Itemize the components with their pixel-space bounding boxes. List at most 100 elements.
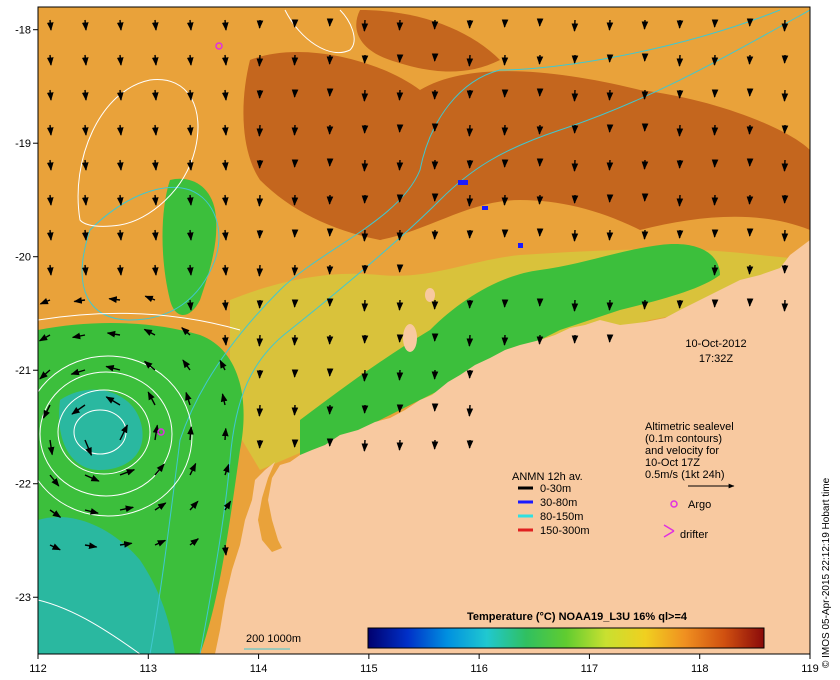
axes: 112 113 114 115 116 117 118 119 -18 -19 -20 -21 -22 -… bbox=[15, 25, 819, 675]
velocity-arrow bbox=[466, 334, 474, 347]
mooring-marker bbox=[458, 180, 468, 185]
sst-hot-region-north bbox=[356, 10, 500, 72]
drifter-legend-marker bbox=[663, 524, 675, 538]
velocity-arrow bbox=[151, 54, 159, 66]
velocity-arrow bbox=[536, 194, 544, 205]
velocity-arrow bbox=[746, 54, 754, 65]
altimetry-line: and velocity for bbox=[645, 445, 719, 457]
velocity-arrow bbox=[466, 194, 474, 207]
velocity-arrow bbox=[221, 544, 229, 556]
legend-label: 150-300m bbox=[540, 525, 590, 537]
credit-text: © IMOS 05-Apr-2015 22:12:19 Hobart time bbox=[821, 477, 832, 668]
velocity-arrow bbox=[71, 332, 86, 340]
velocity-arrow bbox=[641, 229, 649, 240]
velocity-arrow bbox=[84, 508, 99, 515]
sealevel-contours bbox=[38, 9, 355, 654]
velocity-arrow bbox=[291, 124, 299, 136]
velocity-arrow bbox=[676, 194, 684, 207]
velocity-arrow bbox=[84, 542, 98, 550]
velocity-arrow bbox=[189, 538, 199, 546]
velocity-arrow bbox=[676, 54, 684, 67]
velocity-arrow bbox=[746, 124, 754, 135]
drifter-legend-label: drifter bbox=[680, 529, 708, 541]
sealevel-contour bbox=[38, 312, 241, 331]
colorbar-tick-label: 21 bbox=[396, 659, 408, 671]
velocity-arrow bbox=[466, 54, 474, 67]
velocity-arrow bbox=[396, 299, 404, 311]
velocity-arrow bbox=[396, 439, 404, 451]
velocity-arrow bbox=[185, 391, 192, 406]
velocity-arrow bbox=[571, 299, 579, 312]
legend-title: ANMN 12h av. bbox=[512, 471, 583, 483]
velocity-arrow bbox=[536, 124, 544, 135]
colorbar-tick-label: 25 bbox=[626, 659, 638, 671]
velocity-arrow bbox=[221, 124, 229, 136]
legend-label: 30-80m bbox=[540, 497, 577, 509]
time-label: 17:32Z bbox=[699, 353, 734, 365]
velocity-arrow bbox=[119, 505, 135, 513]
velocity-arrow bbox=[152, 424, 160, 441]
velocity-arrow bbox=[116, 159, 124, 171]
velocity-arrow bbox=[151, 19, 159, 31]
velocity-arrow bbox=[571, 89, 579, 102]
velocity-arrow bbox=[641, 19, 649, 30]
velocity-arrow bbox=[154, 463, 165, 476]
argo-float-marker bbox=[157, 428, 165, 436]
velocity-arrow bbox=[119, 541, 133, 548]
sealevel-contour bbox=[57, 389, 151, 475]
velocity-arrow bbox=[606, 229, 614, 241]
argo-legend-label: Argo bbox=[688, 499, 711, 511]
velocity-arrow bbox=[46, 229, 54, 241]
velocity-arrow bbox=[81, 229, 89, 241]
velocity-arrow bbox=[571, 229, 579, 242]
x-axis-tick-label: 119 bbox=[801, 663, 819, 675]
x-axis-tick-label: 113 bbox=[140, 663, 158, 675]
velocity-arrow bbox=[396, 159, 404, 171]
velocity-arrow bbox=[781, 299, 789, 312]
plot-border bbox=[37, 6, 811, 655]
velocity-arrow bbox=[256, 124, 264, 137]
velocity-arrow bbox=[154, 502, 167, 511]
velocity-arrow bbox=[151, 264, 159, 276]
velocity-arrow bbox=[256, 404, 264, 417]
isobath-1000m-west bbox=[81, 186, 220, 321]
velocity-arrow bbox=[361, 89, 369, 102]
velocity-arrow bbox=[84, 439, 93, 456]
isobath-200m bbox=[199, 9, 810, 654]
mooring-marker bbox=[482, 206, 488, 210]
altimetry-line: 10-Oct 17Z bbox=[645, 457, 700, 469]
isobath-legend-label: 200 1000m bbox=[246, 633, 301, 645]
x-axis-tick-label: 117 bbox=[581, 663, 599, 675]
velocity-arrow bbox=[291, 54, 299, 66]
sst-hot-region bbox=[243, 51, 810, 240]
altimetry-note: Altimetric sealevel (0.1m contours) and … bbox=[645, 421, 735, 489]
velocity-arrow bbox=[186, 159, 194, 171]
velocity-arrow bbox=[501, 334, 509, 346]
y-axis-tick-label: -22 bbox=[15, 479, 31, 491]
velocity-arrow bbox=[144, 295, 156, 303]
y-axis-tick-label: -20 bbox=[15, 252, 31, 264]
velocity-arrow bbox=[361, 229, 369, 242]
velocity-arrow bbox=[746, 194, 754, 205]
velocity-arrow bbox=[81, 54, 89, 66]
velocity-arrow bbox=[606, 299, 614, 311]
velocity-arrow bbox=[46, 54, 54, 66]
altimetry-line: Altimetric sealevel bbox=[645, 421, 734, 433]
velocity-arrow bbox=[571, 19, 579, 32]
y-axis-tick-label: -21 bbox=[15, 365, 31, 377]
velocity-arrow bbox=[676, 124, 684, 137]
velocity-arrow bbox=[116, 89, 124, 101]
velocity-arrow bbox=[606, 159, 614, 171]
velocity-arrow bbox=[38, 334, 51, 342]
velocity-arrow bbox=[746, 264, 754, 275]
velocity-arrow bbox=[781, 19, 789, 32]
sealevel-contour bbox=[39, 371, 173, 497]
velocity-arrow bbox=[151, 159, 159, 171]
velocity-arrow bbox=[46, 124, 54, 136]
velocity-arrows bbox=[38, 18, 789, 556]
velocity-arrow bbox=[396, 369, 404, 381]
velocity-arrow bbox=[39, 369, 51, 380]
mooring-marker bbox=[518, 243, 523, 248]
velocity-arrow bbox=[47, 439, 55, 456]
velocity-arrow bbox=[46, 89, 54, 101]
